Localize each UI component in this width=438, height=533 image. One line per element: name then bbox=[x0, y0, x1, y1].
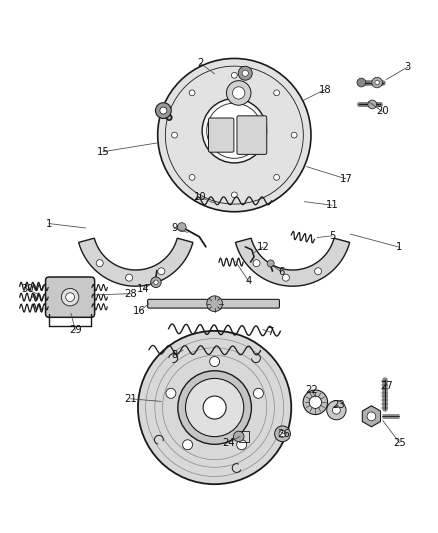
Circle shape bbox=[233, 87, 245, 99]
Circle shape bbox=[138, 331, 291, 484]
Text: 4: 4 bbox=[246, 277, 252, 286]
Text: 2: 2 bbox=[197, 58, 203, 68]
Circle shape bbox=[237, 440, 247, 450]
Circle shape bbox=[185, 378, 244, 437]
Text: 3: 3 bbox=[404, 62, 410, 72]
Circle shape bbox=[375, 80, 379, 85]
Circle shape bbox=[332, 406, 340, 414]
Text: 6: 6 bbox=[278, 266, 284, 277]
Circle shape bbox=[267, 260, 274, 267]
Circle shape bbox=[274, 90, 279, 96]
Text: 14: 14 bbox=[138, 284, 150, 294]
Circle shape bbox=[158, 59, 311, 212]
Circle shape bbox=[155, 103, 171, 118]
Text: 21: 21 bbox=[124, 394, 137, 404]
Circle shape bbox=[158, 268, 165, 275]
Circle shape bbox=[177, 223, 186, 231]
Circle shape bbox=[189, 90, 195, 96]
Circle shape bbox=[275, 426, 290, 442]
Polygon shape bbox=[79, 238, 193, 286]
Circle shape bbox=[238, 66, 252, 80]
Text: 15: 15 bbox=[96, 147, 110, 157]
Text: 8: 8 bbox=[171, 350, 177, 360]
Circle shape bbox=[183, 440, 193, 450]
Text: 9: 9 bbox=[171, 223, 177, 233]
Circle shape bbox=[166, 389, 176, 398]
Circle shape bbox=[226, 80, 251, 105]
Circle shape bbox=[309, 396, 321, 408]
Circle shape bbox=[160, 107, 167, 114]
Circle shape bbox=[210, 357, 219, 367]
Text: 25: 25 bbox=[393, 438, 406, 448]
Text: 28: 28 bbox=[124, 289, 137, 298]
Circle shape bbox=[202, 99, 266, 163]
Circle shape bbox=[242, 70, 248, 76]
Circle shape bbox=[279, 430, 286, 437]
Text: 24: 24 bbox=[223, 438, 235, 448]
Text: 12: 12 bbox=[256, 242, 269, 252]
Text: 1: 1 bbox=[396, 242, 403, 252]
FancyBboxPatch shape bbox=[148, 300, 279, 308]
Circle shape bbox=[151, 277, 161, 287]
Circle shape bbox=[178, 371, 251, 445]
Circle shape bbox=[291, 132, 297, 138]
Circle shape bbox=[126, 274, 133, 281]
Text: 20: 20 bbox=[376, 107, 389, 116]
Circle shape bbox=[172, 132, 177, 138]
Text: 5: 5 bbox=[329, 231, 335, 241]
Polygon shape bbox=[236, 238, 350, 286]
Circle shape bbox=[283, 274, 290, 281]
Circle shape bbox=[203, 396, 226, 419]
Circle shape bbox=[66, 293, 74, 302]
Text: 29: 29 bbox=[69, 326, 82, 335]
Circle shape bbox=[274, 174, 279, 180]
Polygon shape bbox=[362, 406, 381, 427]
Circle shape bbox=[372, 77, 382, 88]
Text: 30: 30 bbox=[21, 284, 33, 294]
Circle shape bbox=[357, 78, 366, 87]
Circle shape bbox=[303, 390, 328, 415]
Text: 22: 22 bbox=[305, 385, 318, 395]
Text: 16: 16 bbox=[133, 306, 146, 316]
Circle shape bbox=[231, 72, 237, 78]
Circle shape bbox=[207, 296, 223, 312]
Text: 11: 11 bbox=[325, 200, 339, 210]
Text: 10: 10 bbox=[194, 192, 207, 203]
Circle shape bbox=[314, 268, 321, 275]
Circle shape bbox=[207, 103, 262, 158]
Text: 26: 26 bbox=[277, 429, 290, 439]
Text: 27: 27 bbox=[380, 381, 393, 391]
Circle shape bbox=[189, 174, 195, 180]
FancyBboxPatch shape bbox=[208, 118, 234, 152]
Text: 18: 18 bbox=[319, 85, 331, 94]
FancyBboxPatch shape bbox=[46, 277, 95, 317]
Circle shape bbox=[327, 400, 346, 420]
FancyBboxPatch shape bbox=[237, 116, 267, 155]
Text: 23: 23 bbox=[332, 400, 344, 410]
Text: 17: 17 bbox=[339, 174, 353, 184]
Circle shape bbox=[253, 389, 263, 398]
Circle shape bbox=[253, 260, 260, 266]
Circle shape bbox=[96, 260, 103, 266]
Text: 7: 7 bbox=[268, 327, 274, 337]
Circle shape bbox=[368, 100, 377, 109]
Circle shape bbox=[231, 192, 237, 198]
Circle shape bbox=[367, 412, 376, 421]
Text: 1: 1 bbox=[46, 219, 52, 229]
Circle shape bbox=[154, 280, 158, 285]
Circle shape bbox=[233, 431, 244, 442]
Circle shape bbox=[61, 288, 79, 306]
